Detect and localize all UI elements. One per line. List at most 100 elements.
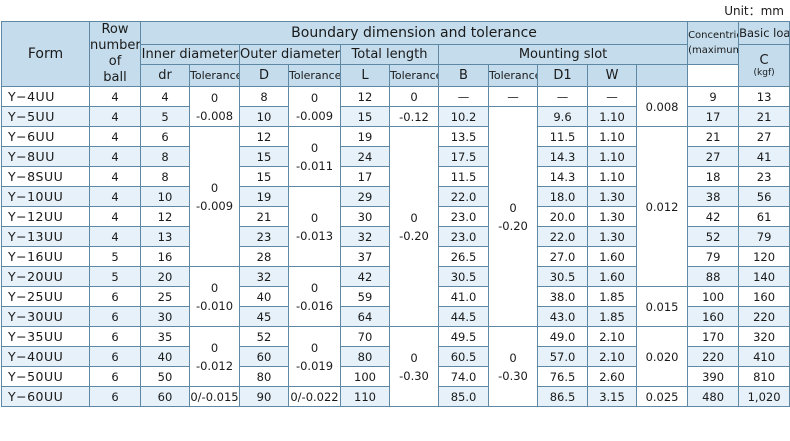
slot-w-cell: 1.30 (587, 206, 637, 227)
slot-b-cell: 85.0 (438, 386, 489, 407)
ball-count-cell: 4 (89, 206, 141, 227)
slot-w-cell: 1.85 (587, 306, 637, 327)
length-cell: 12 (340, 86, 390, 107)
header-c: C (kgf) (738, 44, 790, 87)
length-tolerance-cell: 0 (389, 86, 439, 107)
slot-d1-cell: 76.5 (537, 366, 588, 387)
load-c-cell: 170 (687, 326, 740, 347)
table-row: Y−6UU 4 6 0 -0.009 12 0 -0.011 19 0 -0.20 13.5 11.5 1… (1, 126, 790, 327)
header-w: W (587, 64, 637, 87)
form-cell: Y−8SUU (1, 166, 90, 187)
outer-diameter-cell: 40 (239, 286, 289, 307)
form-cell: Y−40UU (1, 346, 90, 367)
slot-b-cell: 26.5 (438, 246, 489, 267)
slot-d1-cell: 20.0 (537, 206, 588, 227)
load-c-cell: 42 (687, 206, 740, 227)
table-row: Y−5UU 4 5 10 15 -0.12 10.2 0 -0.20 9.6 1.10 17 21 (1, 106, 790, 327)
ball-count-cell: 6 (89, 286, 141, 307)
ball-count-cell: 4 (89, 226, 141, 247)
slot-d1-cell: 14.3 (537, 146, 588, 167)
slot-d1-cell: 86.5 (537, 386, 588, 407)
load-co-cell: 320 (738, 326, 790, 347)
length-cell: 29 (340, 186, 390, 207)
slot-d1-cell: 9.6 (537, 106, 588, 127)
header-outer-diameter: Outer diameter (239, 44, 341, 65)
slot-tolerance-cell: 0 -0.30 (488, 326, 538, 407)
outer-tolerance-cell: 0 -0.009 (288, 86, 341, 127)
outer-diameter-cell: 15 (239, 146, 289, 167)
table-row: Y−25UU 6 25 40 59 41.0 38.0 1.85 0.015 100 160 (1, 286, 790, 327)
ball-count-cell: 5 (89, 266, 141, 287)
load-c-cell: 88 (687, 266, 740, 287)
header-d: D (239, 64, 289, 87)
header-load-rating: Basic load rating (738, 21, 790, 45)
slot-b-cell: 23.0 (438, 206, 489, 227)
slot-d1-cell: 57.0 (537, 346, 588, 367)
header-row-ball: Row number of ball (89, 21, 141, 87)
inner-diameter-cell: 13 (140, 226, 190, 247)
table-row: Y−35UU 6 35 0 -0.012 52 0 -0.019 70 0 -0.30 49.5 0 -0… (1, 326, 790, 407)
outer-tolerance-cell: 0/-0.022 (288, 386, 341, 407)
header-b: B (438, 64, 489, 87)
outer-diameter-cell: 19 (239, 186, 289, 207)
ball-count-cell: 6 (89, 386, 141, 407)
dimension-table: Form Row number of ball Boundary dimensi… (1, 21, 790, 407)
slot-d1-cell: 22.0 (537, 226, 588, 247)
unit-note: Unit：mm (724, 4, 784, 18)
table-row: Y−40UU 6 40 60 80 60.5 57.0 2.10 220 410 (1, 346, 790, 367)
slot-w-cell: 1.10 (587, 146, 637, 167)
inner-diameter-cell: 25 (140, 286, 190, 307)
slot-b-cell: 23.0 (438, 226, 489, 247)
slot-tolerance-cell: 0 -0.20 (488, 106, 538, 327)
load-co-cell: 410 (738, 346, 790, 367)
load-c-cell: 38 (687, 186, 740, 207)
slot-b-cell: 22.0 (438, 186, 489, 207)
load-c-cell: 480 (687, 386, 740, 407)
form-cell: Y−6UU (1, 126, 90, 147)
outer-diameter-cell: 28 (239, 246, 289, 267)
concentricity-cell: 0.020 (635, 326, 689, 387)
slot-w-cell: 1.60 (587, 246, 637, 267)
load-c-cell: 100 (687, 286, 740, 307)
slot-d1-cell: 43.0 (537, 306, 588, 327)
table-row: Y−30UU 6 30 45 64 44.5 43.0 1.85 160 220 (1, 306, 790, 327)
form-cell: Y−12UU (1, 206, 90, 227)
inner-diameter-cell: 30 (140, 306, 190, 327)
inner-tolerance-cell: 0 -0.008 (189, 86, 240, 127)
length-cell: 19 (340, 126, 390, 147)
inner-tolerance-cell: 0/-0.015 (189, 386, 240, 407)
form-cell: Y−20UU (1, 266, 90, 287)
header-tolerance: Tolerance (189, 64, 240, 87)
slot-w-cell: 1.30 (587, 186, 637, 207)
table-row: Y−60UU 6 60 0/-0.015 90 0/-0.022 110 85.0 86.5 3.… (1, 386, 790, 407)
slot-b-cell: 60.5 (438, 346, 489, 367)
slot-d1-cell: 14.3 (537, 166, 588, 187)
slot-w-cell: 1.30 (587, 226, 637, 247)
form-cell: Y−25UU (1, 286, 90, 307)
slot-b-cell: 41.0 (438, 286, 489, 307)
load-c-cell: 27 (687, 146, 740, 167)
load-c-cell: 220 (687, 346, 740, 367)
inner-diameter-cell: 60 (140, 386, 190, 407)
header-inner-diameter: Inner diameter (140, 44, 240, 65)
load-c-cell: 79 (687, 246, 740, 267)
length-cell: 42 (340, 266, 390, 287)
slot-d1-cell: — (537, 86, 588, 107)
inner-diameter-cell: 20 (140, 266, 190, 287)
outer-diameter-cell: 90 (239, 386, 289, 407)
form-cell: Y−35UU (1, 326, 90, 347)
outer-tolerance-cell: 0 -0.019 (288, 326, 341, 387)
header-tolerance: Tolerance (288, 64, 341, 87)
table-row: Y−16UU 5 16 28 37 26.5 27.0 1.60 79 120 (1, 246, 790, 267)
inner-diameter-cell: 4 (140, 86, 190, 107)
load-co-cell: 220 (738, 306, 790, 327)
outer-tolerance-cell: 0 -0.011 (288, 126, 341, 187)
length-cell: 110 (340, 386, 390, 407)
load-co-cell: 23 (738, 166, 790, 187)
load-c-cell: 17 (687, 106, 740, 127)
length-tolerance-cell: 0 -0.20 (389, 126, 439, 327)
header-tolerance: Tolerance (488, 64, 538, 87)
table-row: Y−50UU 6 50 80 100 74.0 76.5 2.60 390 810 (1, 366, 790, 387)
length-tolerance-cell: -0.12 (389, 106, 439, 127)
